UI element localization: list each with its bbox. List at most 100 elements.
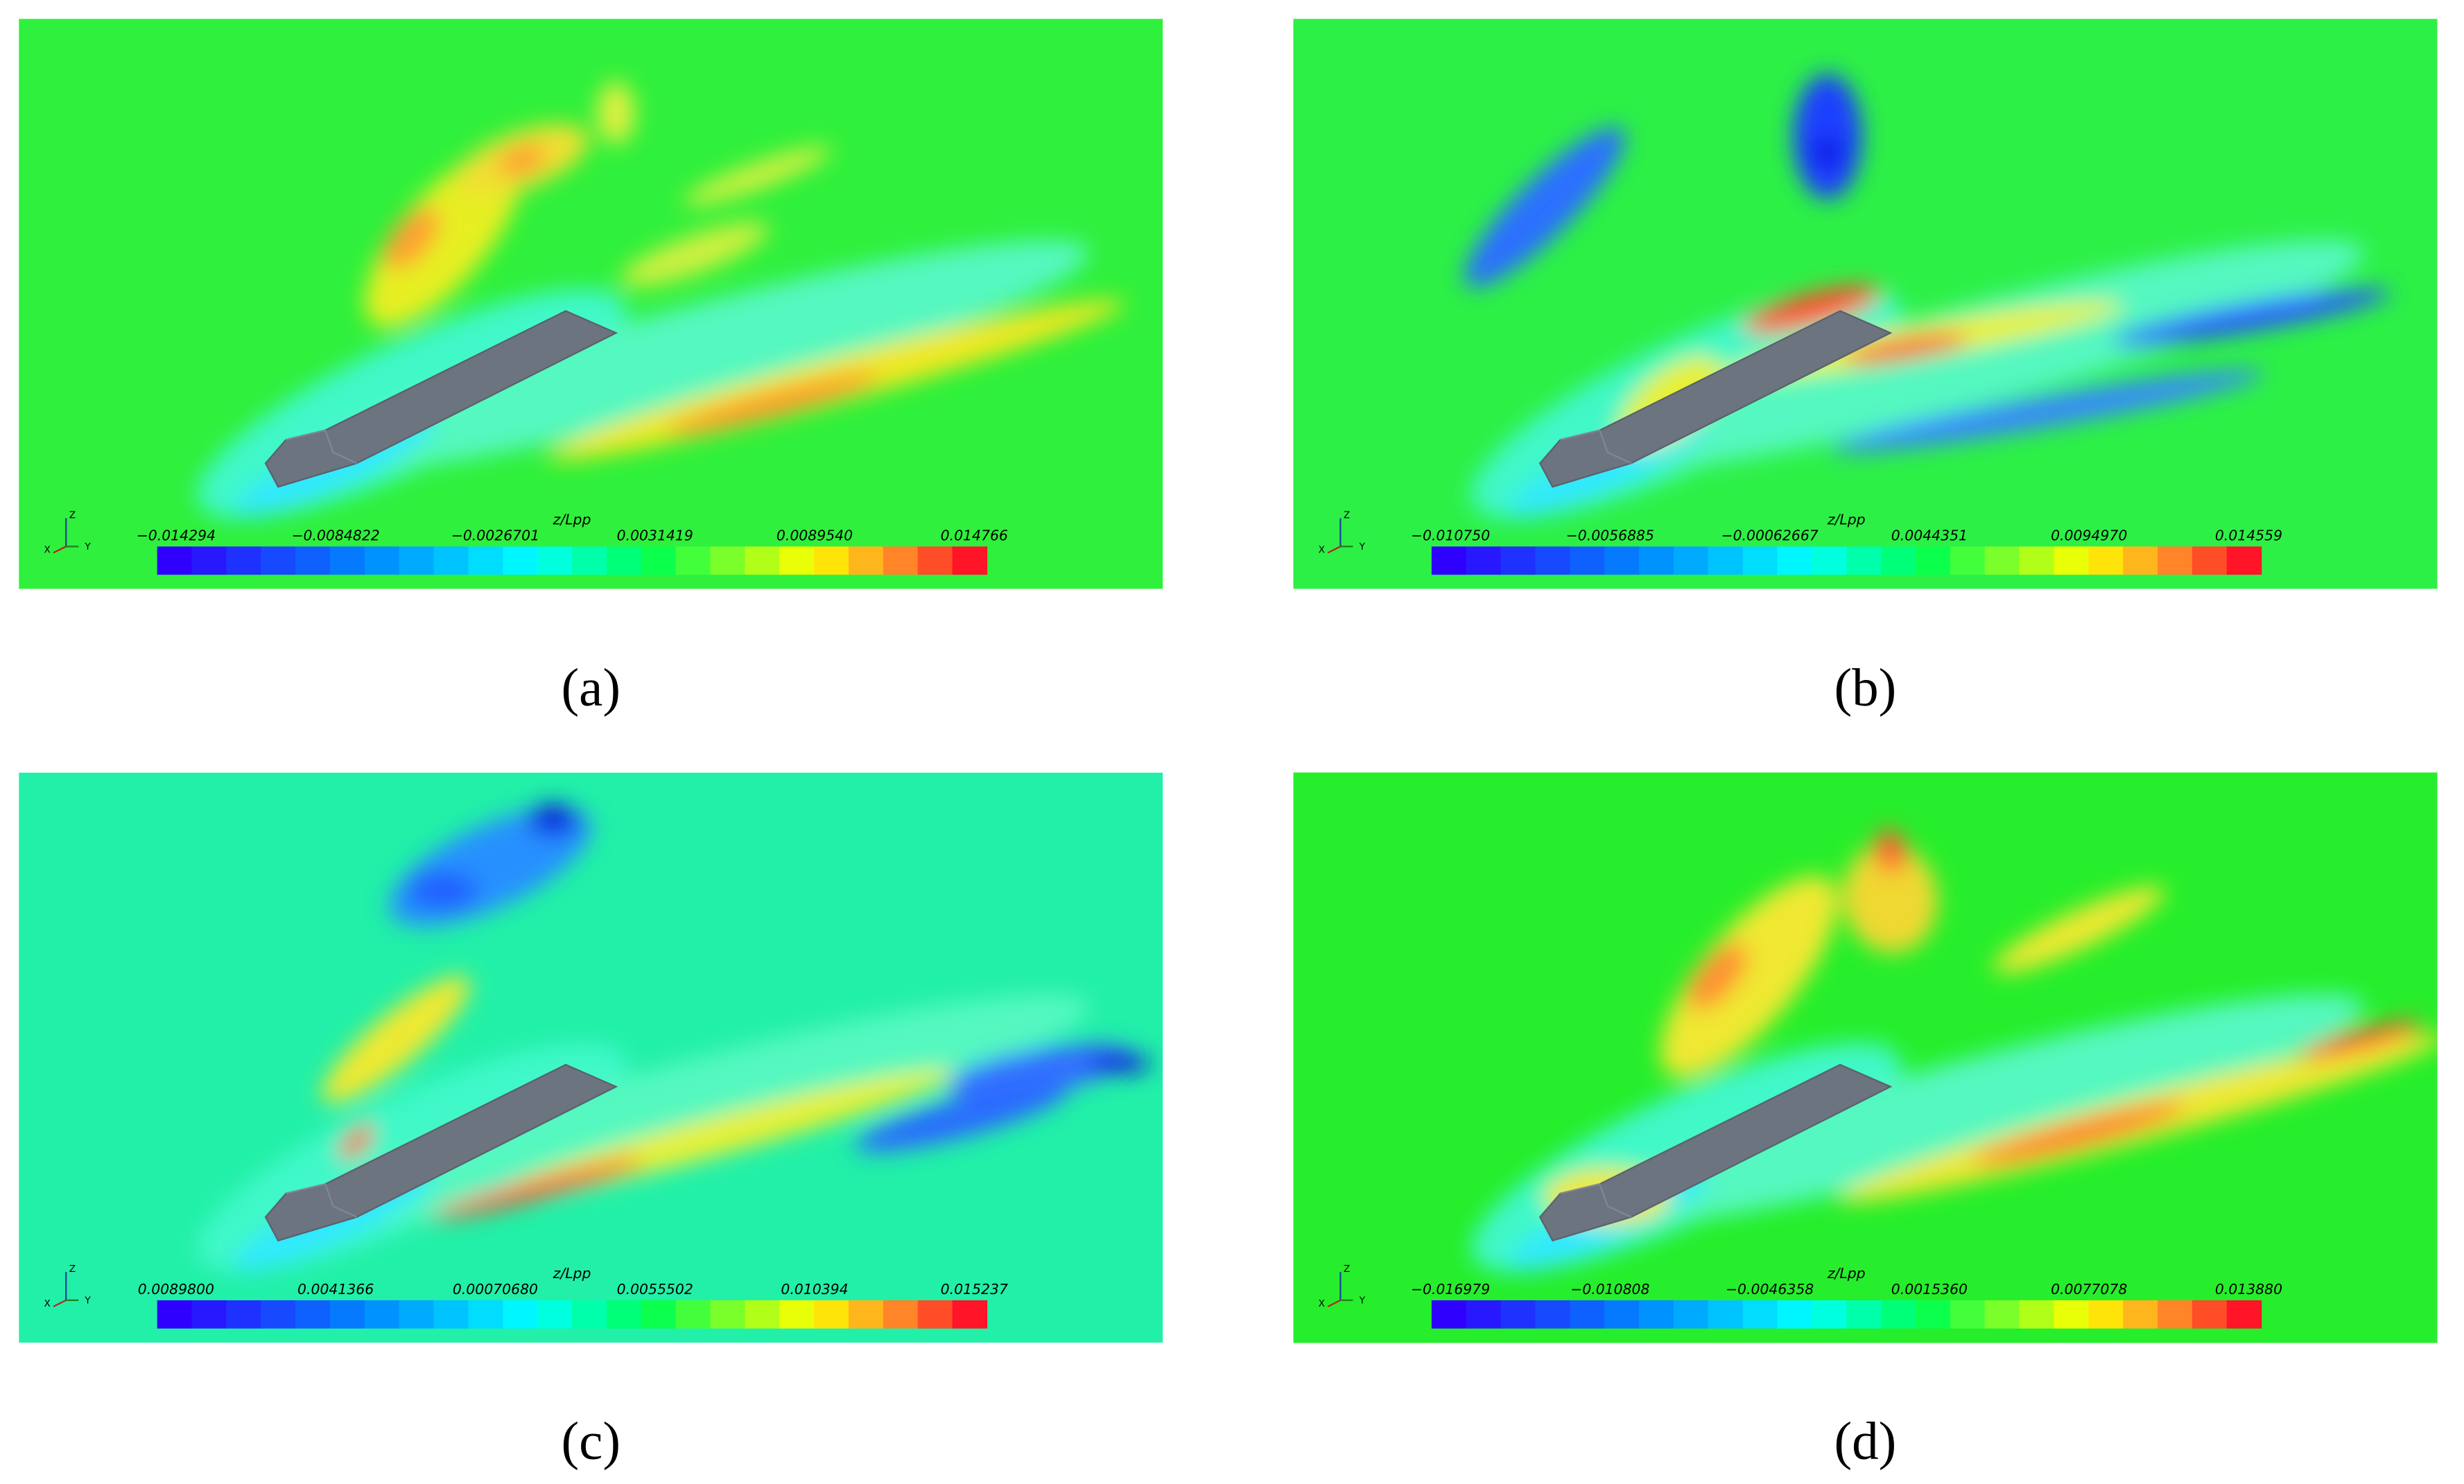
wave-region [1844, 334, 1968, 363]
colorbar-swatch [1881, 1300, 1916, 1329]
axis-label: Y [1359, 1295, 1366, 1306]
wave-region [947, 1043, 1134, 1099]
colorbar-swatch [2158, 546, 2193, 575]
wave-region [1688, 943, 1748, 1011]
colorbar-tick-label: −0.010808 [1570, 1281, 1649, 1298]
colorbar-swatch [364, 546, 400, 575]
colorbar-swatch [1431, 546, 1467, 575]
colorbar-swatch [1673, 546, 1709, 575]
colorbar-swatch [1846, 1300, 1882, 1329]
colorbar-swatch [710, 1300, 746, 1329]
colorbar-swatch [157, 1300, 193, 1329]
wave-region [2112, 288, 2391, 346]
axis-label: X [44, 544, 50, 555]
colorbar-swatch [1500, 546, 1536, 575]
colorbar-swatch [2226, 546, 2262, 575]
contour-field [19, 772, 1163, 1343]
colorbar-tick-label: 0.014766 [941, 527, 1008, 543]
wave-region [666, 373, 880, 435]
colorbar-swatch [2088, 1300, 2124, 1329]
colorbar-tick-label: 0.0015360 [1891, 1281, 1968, 1298]
colorbar-tick-label: 0.0094970 [2051, 527, 2127, 543]
colorbar-tick-label: −0.0046358 [1726, 1281, 1814, 1298]
contour-panel: z/Lpp −0.010750 −0.0056885 −0.00062667 0.004… [1293, 19, 2438, 589]
colorbar-title: z/Lpp [553, 1265, 591, 1282]
colorbar-tick-label: −0.00062667 [1721, 527, 1818, 543]
colorbar-swatch [2054, 1300, 2089, 1329]
axis-x [1327, 545, 1341, 554]
colorbar-swatch [2192, 546, 2228, 575]
wave-region [383, 207, 440, 270]
colorbar-swatch [226, 546, 261, 575]
colorbar-swatch [468, 546, 503, 575]
wave-region [1087, 1054, 1151, 1073]
colorbar-swatch [641, 546, 677, 575]
contour-panel: z/Lpp −0.014294 −0.0084822 −0.0026701 0.0031… [19, 19, 1163, 589]
colorbar-swatch [2192, 1300, 2228, 1329]
colorbar-swatch [2158, 1300, 2193, 1329]
wave-region [300, 240, 1090, 473]
colorbar-swatch [1535, 546, 1570, 575]
wave-region [683, 146, 832, 206]
colorbar-swatch [226, 1300, 261, 1329]
colorbar-swatch [1984, 546, 2020, 575]
colorbar-swatch [329, 546, 365, 575]
colorbar-swatch [814, 546, 849, 575]
wave-region [2301, 1020, 2423, 1058]
axis-label: Y [1359, 541, 1366, 552]
colorbar-tick-label: 0.0044351 [1891, 527, 1968, 543]
colorbar-swatch [917, 546, 953, 575]
colorbar-swatch [1846, 546, 1882, 575]
wave-region [1743, 286, 1881, 333]
colorbar-swatch [261, 546, 296, 575]
wave-region [1972, 1103, 2185, 1164]
colorbar-swatch [1742, 546, 1778, 575]
contour-field [1293, 772, 2438, 1343]
colorbar-swatch [1535, 1300, 1570, 1329]
ship-deck-edge [1560, 1182, 1632, 1218]
colorbar-tick-label: 0.014559 [2215, 527, 2282, 543]
colorbar-swatch [261, 1300, 296, 1329]
colorbar-swatch [814, 1300, 849, 1329]
axis-label: X [1319, 1298, 1325, 1309]
colorbar-swatch [1777, 546, 1813, 575]
colorbar-tick-label: −0.010750 [1411, 527, 1490, 543]
colorbar-swatch [1639, 1300, 1674, 1329]
axis-label: Z [69, 510, 76, 521]
wave-region [597, 81, 635, 145]
colorbar-swatch [745, 546, 780, 575]
colorbar-swatch [191, 546, 227, 575]
colorbar-swatch [2088, 546, 2124, 575]
colorbar-swatch [883, 1300, 919, 1329]
colorbar-swatch [1915, 546, 1951, 575]
colorbar-tick-label: 0.0031419 [617, 527, 693, 543]
axis-label: Z [1344, 510, 1350, 521]
colorbar-swatch [779, 546, 815, 575]
colorbar-swatch [779, 1300, 815, 1329]
colorbar-swatch [1431, 1300, 1467, 1329]
colorbar-tick-label: 0.015237 [941, 1281, 1008, 1298]
axis-x [53, 1299, 67, 1307]
axis-label: Z [69, 1264, 76, 1275]
contour-field [19, 19, 1163, 589]
colorbar-tick-label: 0.0041366 [297, 1281, 374, 1298]
colorbar-tick-label: 0.0055502 [617, 1281, 693, 1298]
colorbar-tick-label: −0.0056885 [1566, 527, 1654, 543]
colorbar-tick-label: 0.013880 [2215, 1281, 2282, 1298]
colorbar-swatch [848, 546, 884, 575]
colorbar-swatch [2226, 1300, 2262, 1329]
wave-region [1574, 994, 2364, 1227]
panel-caption: (d) [1834, 1411, 1897, 1471]
colorbar-swatch [191, 1300, 227, 1329]
colorbar-swatch [329, 1300, 365, 1329]
colorbar-tick-label: 0.010394 [781, 1281, 848, 1298]
panel-caption: (a) [561, 657, 621, 717]
colorbar-swatch [1950, 1300, 1986, 1329]
colorbar-swatch [503, 1300, 538, 1329]
colorbar-swatch [433, 546, 469, 575]
colorbar-swatch [399, 1300, 435, 1329]
colorbar-swatch [917, 1300, 953, 1329]
colorbar-swatch [952, 1300, 988, 1329]
contour-field [1293, 19, 2438, 589]
colorbar-swatch [710, 546, 746, 575]
